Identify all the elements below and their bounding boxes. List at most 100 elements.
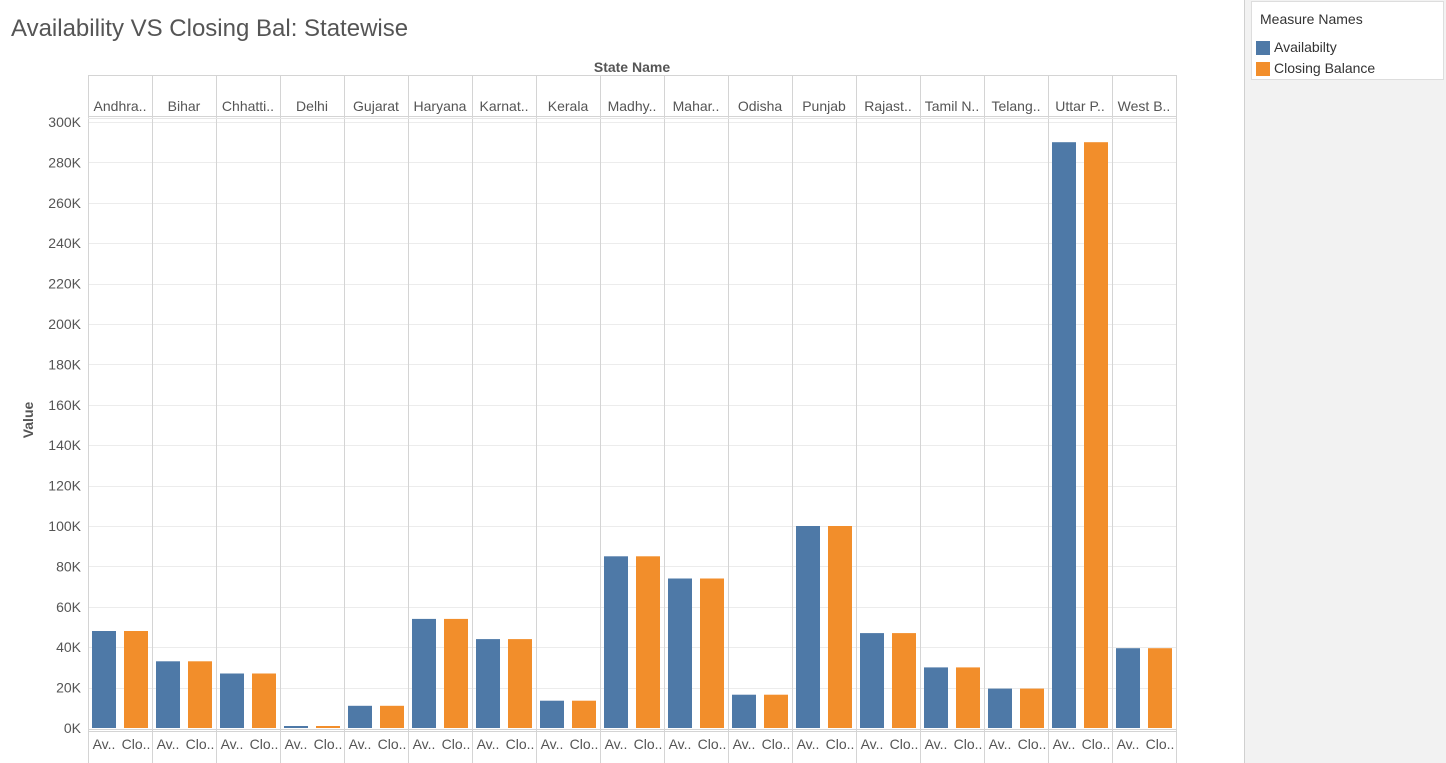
bar-closing-balance [380,705,404,728]
bar-closing-balance [636,556,660,728]
category-label: Uttar P.. [1055,98,1105,114]
bar-availabilty [92,631,116,728]
category-label: Telang.. [991,98,1040,114]
y-tick-label: 80K [56,558,82,574]
y-axis-title: Value [20,402,36,439]
column-header-title: State Name [594,59,670,75]
bar-closing-balance [1084,142,1108,728]
bar-availabilty [1116,648,1140,728]
legend-swatch-closing-balance [1256,62,1270,76]
category-label: Punjab [802,98,846,114]
bar-closing-balance [188,661,212,728]
bar-availabilty [220,673,244,728]
x-sub-label: Av.. [221,736,244,752]
y-tick-label: 300K [48,114,81,130]
y-tick-label: 0K [64,720,82,736]
bar-closing-balance [124,631,148,728]
bar-closing-balance [828,526,852,728]
y-tick-label: 60K [56,599,82,615]
category-label: Chhatti.. [222,98,274,114]
legend-swatch-availabilty [1256,41,1270,55]
x-sub-label: Av.. [285,736,308,752]
x-sub-label: Av.. [1053,736,1076,752]
x-sub-label: Clo.. [954,736,983,752]
x-sub-label: Av.. [413,736,436,752]
y-tick-label: 120K [48,478,81,494]
x-sub-label: Av.. [605,736,628,752]
y-tick-label: 240K [48,235,81,251]
bar-closing-balance [700,578,724,728]
chart: State Name Andhra.. Bihar Chhatti.. Delhi Guj… [20,59,1177,763]
chart-title: Availability VS Closing Bal: Statewise [11,15,409,42]
category-label: West B.. [1118,98,1171,114]
y-tick-label: 220K [48,276,81,292]
x-sub-label: Clo.. [442,736,471,752]
y-tick-label: 200K [48,316,81,332]
x-sub-label: Av.. [477,736,500,752]
x-sub-label: Av.. [989,736,1012,752]
x-sub-label: Clo.. [762,736,791,752]
x-sub-label: Av.. [733,736,756,752]
legend-title: Measure Names [1260,11,1363,27]
bar-closing-balance [764,694,788,728]
x-sub-label: Clo.. [826,736,855,752]
y-tick-label: 140K [48,437,81,453]
y-tick-label: 20K [56,680,82,696]
category-label: Kerala [548,98,589,114]
x-sub-label: Av.. [93,736,116,752]
x-sub-label: Clo.. [186,736,215,752]
y-tick-label: 260K [48,195,81,211]
category-label: Haryana [414,98,467,114]
bar-closing-balance [1020,688,1044,728]
bar-availabilty [924,667,948,728]
bar-availabilty [348,705,372,728]
x-sub-label: Av.. [541,736,564,752]
bar-closing-balance [892,633,916,728]
x-sub-label: Clo.. [698,736,727,752]
x-sub-label: Clo.. [378,736,407,752]
bar-closing-balance [956,667,980,728]
bar-availabilty [732,694,756,728]
category-label: Delhi [296,98,328,114]
x-sub-label: Av.. [1117,736,1140,752]
category-label: Odisha [738,98,783,114]
category-label: Karnat.. [479,98,528,114]
category-label: Tamil N.. [925,98,979,114]
bar-closing-balance [252,673,276,728]
pane-divider [1244,0,1245,763]
x-sub-label: Clo.. [890,736,919,752]
bar-closing-balance [572,700,596,728]
x-sub-label: Clo.. [122,736,151,752]
y-tick-label: 280K [48,154,81,170]
y-tick-label: 180K [48,356,81,372]
bar-availabilty [476,639,500,728]
category-label: Rajast.. [864,98,911,114]
x-sub-label: Clo.. [1082,736,1111,752]
category-label: Mahar.. [673,98,720,114]
x-sub-label: Clo.. [634,736,663,752]
bar-availabilty [860,633,884,728]
legend-label-availabilty: Availabilty [1274,39,1337,55]
x-sub-label: Clo.. [506,736,535,752]
x-sub-label: Av.. [157,736,180,752]
legend-pane [1245,0,1446,763]
x-sub-label: Clo.. [1146,736,1175,752]
x-sub-label: Clo.. [1018,736,1047,752]
bar-availabilty [1052,142,1076,728]
pane-dividers [88,75,1177,763]
x-sub-label: Av.. [861,736,884,752]
bar-closing-balance [444,618,468,728]
x-sub-label: Av.. [349,736,372,752]
x-sub-label: Av.. [669,736,692,752]
y-tick-label: 100K [48,518,81,534]
bar-availabilty [412,618,436,728]
bar-availabilty [604,556,628,728]
category-label: Gujarat [353,98,399,114]
bar-availabilty [540,700,564,728]
bar-availabilty [796,526,820,728]
labels: State Name Andhra.. Bihar Chhatti.. Delhi Guj… [20,59,1174,752]
x-sub-label: Av.. [797,736,820,752]
x-sub-label: Clo.. [314,736,343,752]
category-label: Andhra.. [94,98,147,114]
legend[interactable]: Measure Names Availabilty Closing Balanc… [1251,1,1444,80]
